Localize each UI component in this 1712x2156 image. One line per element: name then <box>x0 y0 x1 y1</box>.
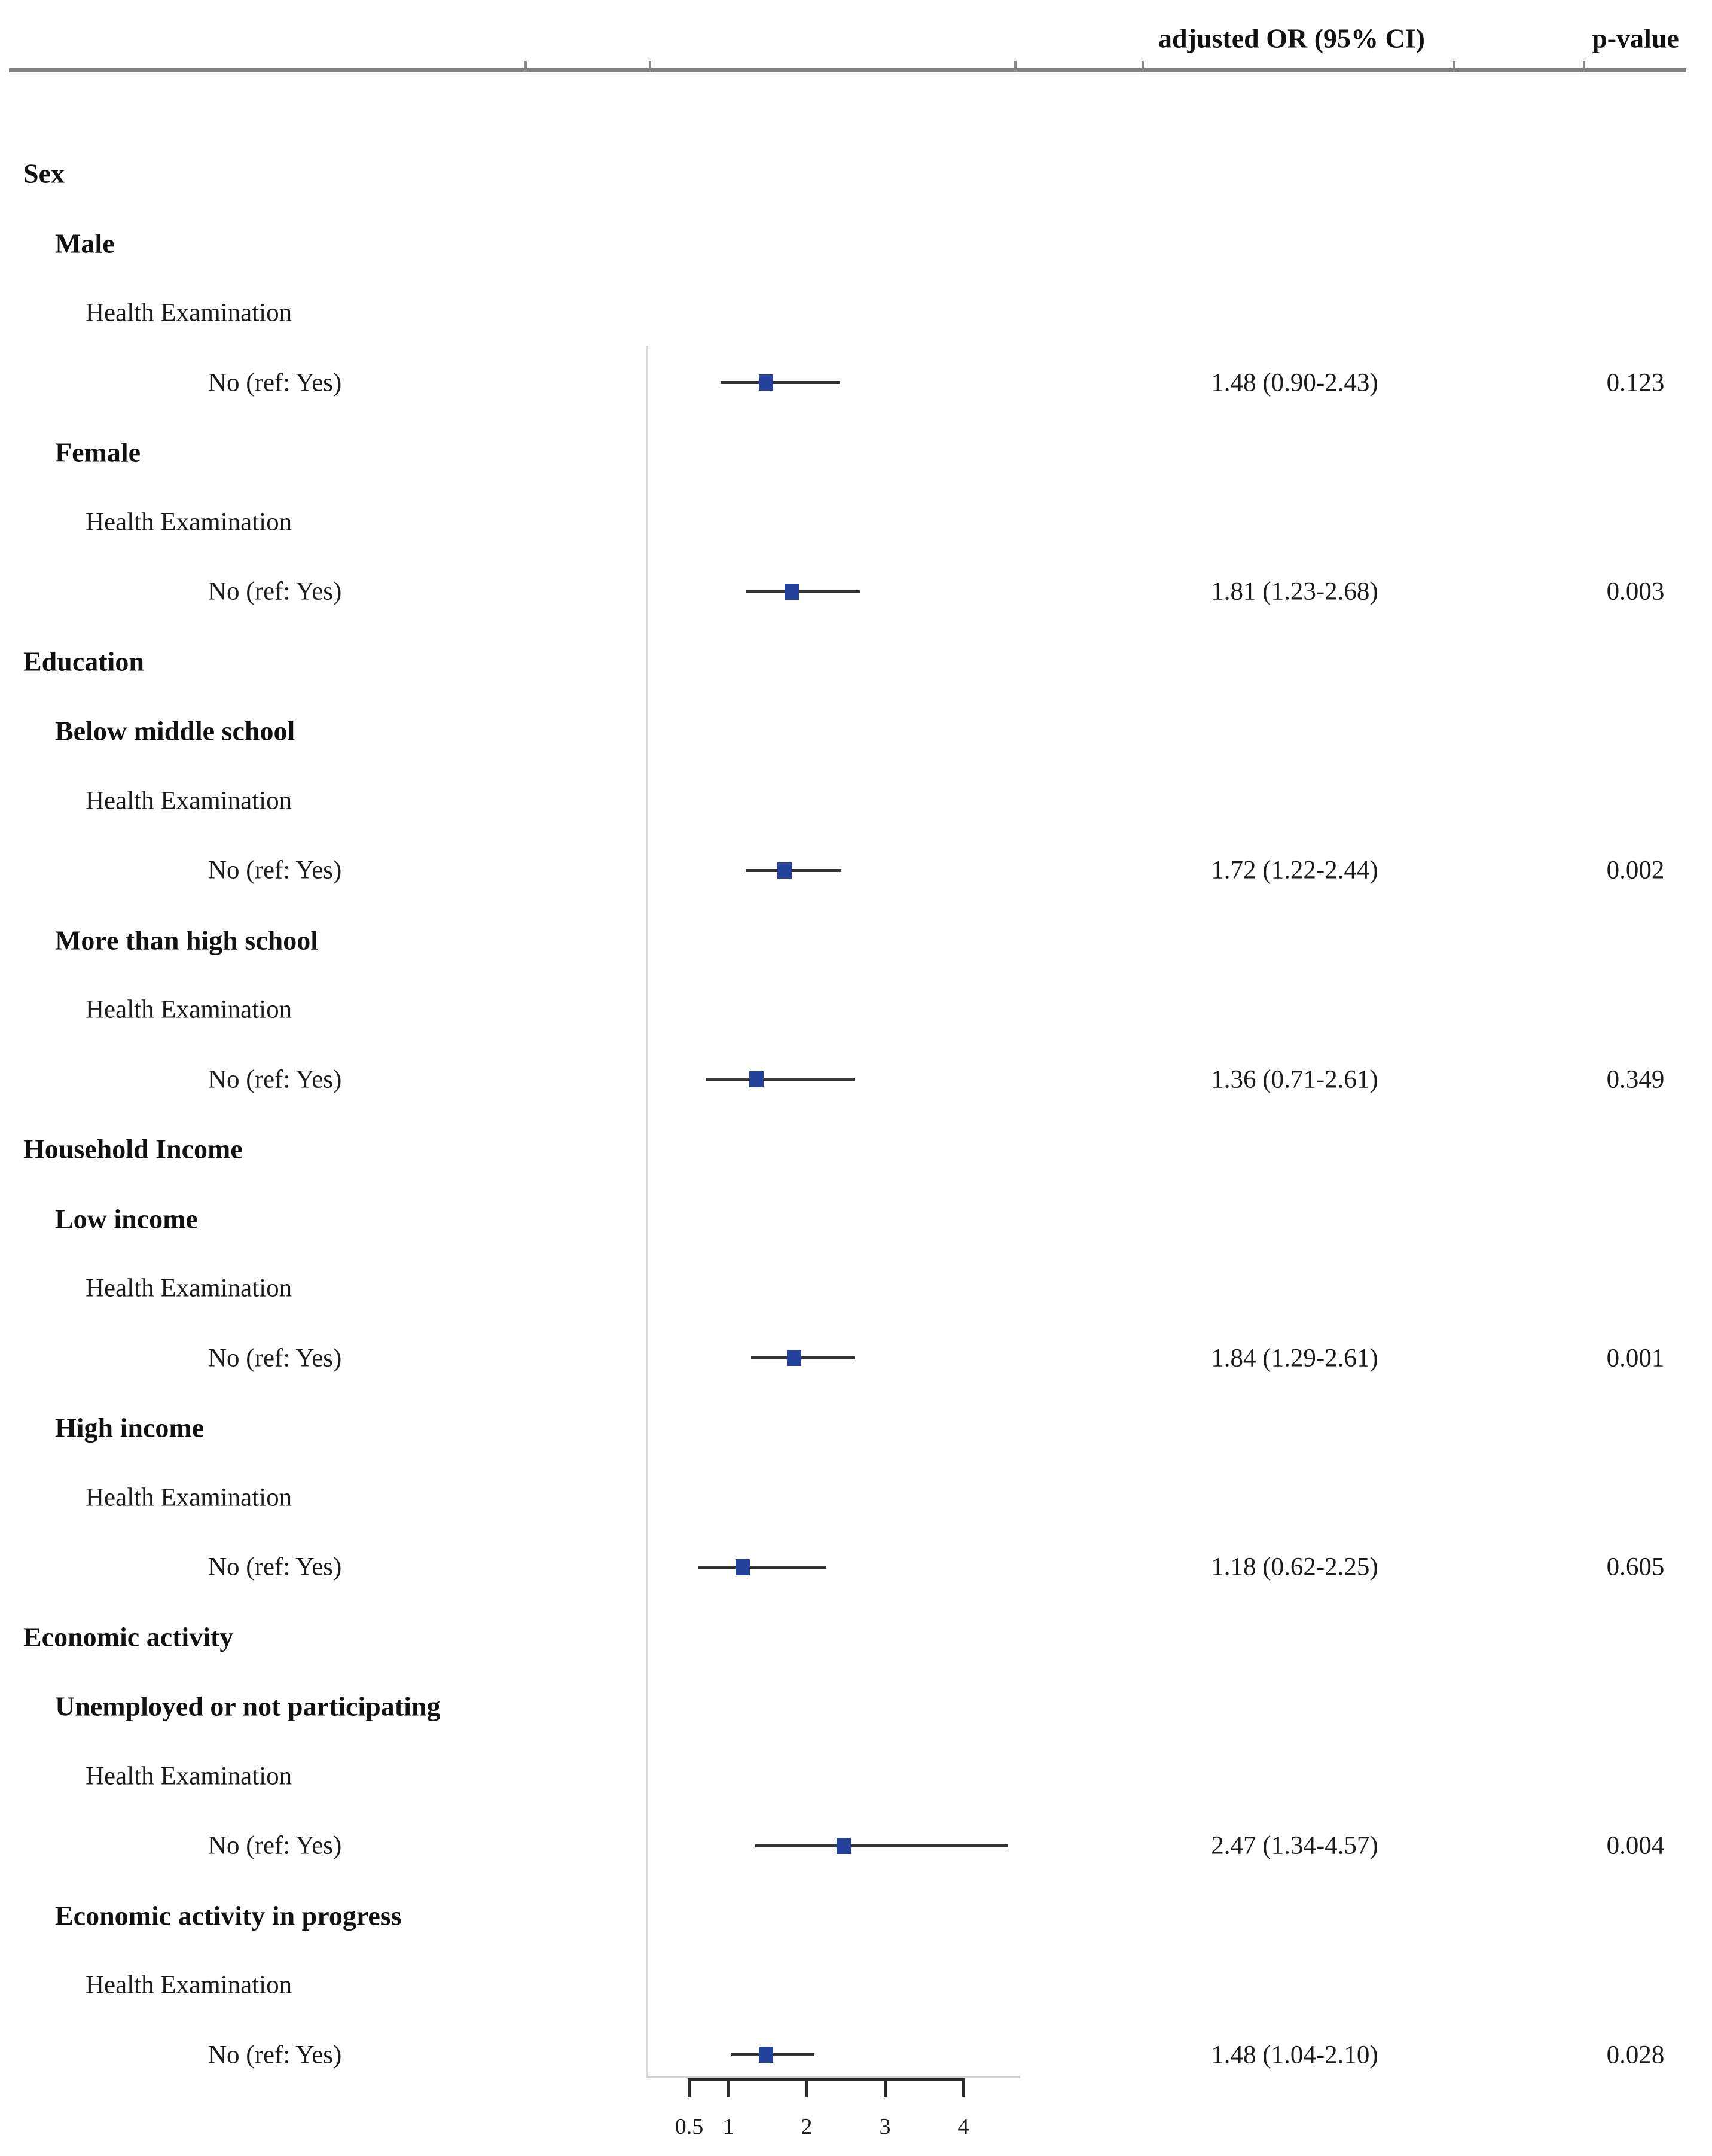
ci-line <box>745 868 841 872</box>
or-marker <box>749 1071 764 1087</box>
x-axis-line <box>688 2078 965 2081</box>
axis-tick-label: 3 <box>879 2114 891 2139</box>
axis-tick <box>962 2078 965 2097</box>
measure-label: Health Examination <box>86 1971 292 1999</box>
p-value: 0.001 <box>1606 1344 1665 1372</box>
or-marker <box>777 862 792 879</box>
group-label: Economic activity in progress <box>55 1900 402 1931</box>
or-marker <box>735 1559 750 1575</box>
or-value: 1.36 (0.71-2.61) <box>1211 1065 1378 1093</box>
header-rule-tick <box>1583 61 1585 72</box>
row-label: No (ref: Yes) <box>208 1553 342 1581</box>
measure-label: Health Examination <box>86 508 292 536</box>
group-label: Low income <box>55 1203 198 1234</box>
row-label: No (ref: Yes) <box>208 368 342 397</box>
group-label: Below middle school <box>55 715 295 746</box>
or-value: 1.72 (1.22-2.44) <box>1211 856 1378 885</box>
axis-tick <box>688 2078 691 2097</box>
or-value: 1.48 (0.90-2.43) <box>1211 368 1378 397</box>
ci-line <box>750 1356 855 1359</box>
group-label: High income <box>55 1412 205 1443</box>
group-label: Male <box>55 228 115 258</box>
axis-tick <box>883 2078 887 2097</box>
measure-label: Health Examination <box>86 1483 292 1511</box>
p-value: 0.004 <box>1606 1831 1665 1860</box>
or-marker <box>836 1837 851 1854</box>
or-value: 1.48 (1.04-2.10) <box>1211 2041 1378 2069</box>
group-label: More than high school <box>55 925 319 955</box>
measure-label: Health Examination <box>86 1274 292 1303</box>
or-marker <box>758 2047 773 2063</box>
axis-tick-label: 2 <box>801 2114 813 2139</box>
header-rule-tick <box>649 61 651 72</box>
axis-tick-label: 4 <box>957 2114 969 2139</box>
p-value: 0.605 <box>1606 1553 1665 1581</box>
row-label: No (ref: Yes) <box>208 856 342 885</box>
section-label: Education <box>23 646 144 676</box>
axis-tick <box>727 2078 730 2097</box>
p-value: 0.002 <box>1606 856 1665 885</box>
or-value: 2.47 (1.34-4.57) <box>1211 1831 1378 1860</box>
row-label: No (ref: Yes) <box>208 2041 342 2069</box>
ci-line <box>746 590 860 593</box>
p-value: 0.028 <box>1606 2041 1665 2069</box>
panel-bottom-line <box>647 2076 1020 2078</box>
row-label: No (ref: Yes) <box>208 1344 342 1372</box>
or-marker <box>785 583 799 600</box>
or-marker <box>787 1350 802 1366</box>
measure-label: Health Examination <box>86 786 292 815</box>
ci-line <box>706 1078 855 1081</box>
or-value: 1.81 (1.23-2.68) <box>1211 577 1378 606</box>
p-value: 0.123 <box>1606 368 1665 397</box>
row-label: No (ref: Yes) <box>208 577 342 606</box>
header-rule-tick <box>1453 61 1455 72</box>
or-marker <box>758 374 773 391</box>
p-value: 0.003 <box>1606 577 1665 606</box>
p-column-header: p-value <box>1592 23 1679 54</box>
group-label: Female <box>55 437 141 468</box>
header-rule-tick <box>1142 61 1144 72</box>
plot-panel-left-line <box>646 346 648 2078</box>
section-label: Sex <box>23 158 65 189</box>
row-label: No (ref: Yes) <box>208 1065 342 1093</box>
ci-line <box>698 1565 826 1569</box>
section-label: Household Income <box>23 1133 243 1164</box>
axis-tick-label: 0.5 <box>675 2114 704 2139</box>
ci-line <box>720 381 841 384</box>
measure-label: Health Examination <box>86 995 292 1024</box>
header-rule-tick <box>524 61 527 72</box>
measure-label: Health Examination <box>86 1762 292 1790</box>
row-label: No (ref: Yes) <box>208 1831 342 1860</box>
measure-label: Health Examination <box>86 298 292 327</box>
header-rule-tick <box>1014 61 1017 72</box>
axis-tick-label: 1 <box>722 2114 734 2139</box>
axis-tick <box>805 2078 808 2097</box>
header-rule <box>9 68 1686 72</box>
or-value: 1.84 (1.29-2.61) <box>1211 1344 1378 1372</box>
group-label: Unemployed or not participating <box>55 1691 441 1722</box>
ci-line <box>755 1844 1008 1847</box>
or-column-header: adjusted OR (95% CI) <box>1158 23 1425 54</box>
p-value: 0.349 <box>1606 1065 1665 1093</box>
or-value: 1.18 (0.62-2.25) <box>1211 1553 1378 1581</box>
section-label: Economic activity <box>23 1621 234 1652</box>
